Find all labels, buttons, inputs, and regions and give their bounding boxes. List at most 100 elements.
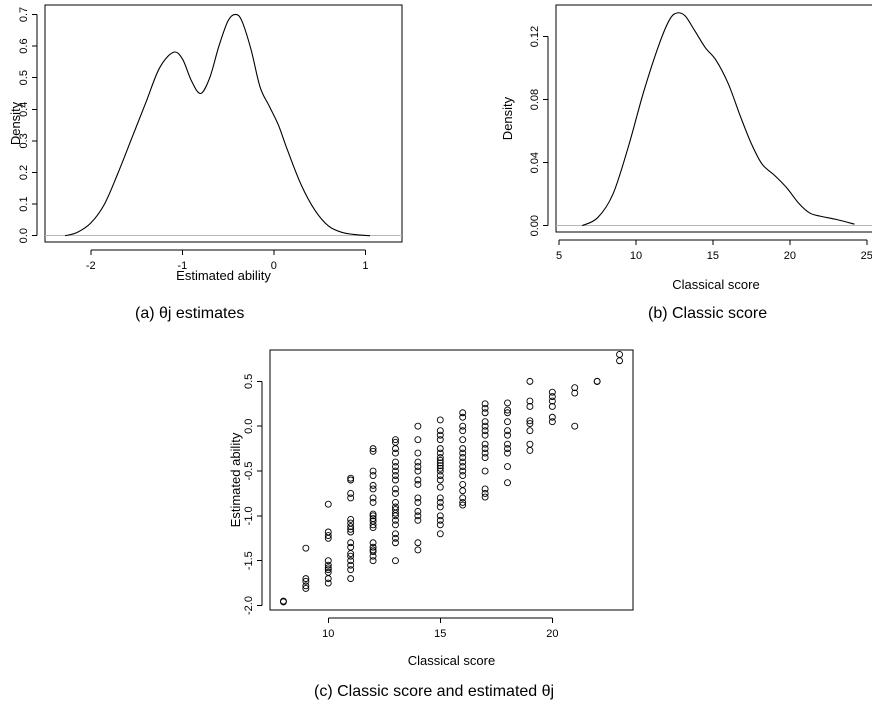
scatter-point <box>347 575 355 583</box>
y-tick-label: 0.3 <box>18 133 30 148</box>
scatter-point <box>369 498 377 506</box>
scatter-point <box>369 539 377 547</box>
scatter-point <box>369 557 377 565</box>
scatter-point <box>436 431 444 439</box>
scatter-point <box>347 557 355 565</box>
scatter-point <box>414 546 422 554</box>
y-axis-title: Density <box>8 101 23 145</box>
scatter-point <box>302 544 310 552</box>
scatter-point <box>481 454 489 462</box>
caption-c: (c) Classic score and estimated θj <box>314 683 555 700</box>
scatter-point <box>392 516 399 524</box>
scatter-point <box>436 467 444 475</box>
scatter-point <box>459 454 467 462</box>
scatter-point <box>481 409 489 417</box>
scatter-point <box>414 449 422 457</box>
scatter-point <box>347 550 355 557</box>
scatter-point <box>504 409 511 417</box>
scatter-point <box>369 543 377 551</box>
scatter-point <box>436 462 444 470</box>
y-tick-label: 0.04 <box>529 152 541 173</box>
y-axis-title: Estimated ability <box>228 432 243 527</box>
scatter-point <box>324 534 332 542</box>
x-tick-label: 0 <box>271 260 277 272</box>
x-tick-label: 1 <box>362 260 368 272</box>
scatter-point <box>571 384 579 392</box>
scatter-point <box>459 445 467 453</box>
scatter-point <box>481 427 489 435</box>
scatter-point <box>459 458 467 466</box>
scatter-point <box>414 467 422 475</box>
scatter-point <box>392 534 399 542</box>
scatter-point <box>481 418 489 426</box>
scatter-point <box>369 552 377 560</box>
scatter-point <box>324 566 332 574</box>
scatter-point <box>504 463 511 471</box>
y-tick-label: -0.5 <box>243 462 255 481</box>
y-tick-label: 0.0 <box>243 419 255 434</box>
scatter-point <box>459 481 467 488</box>
x-tick-label: -1 <box>177 260 187 272</box>
scatter-point <box>481 467 489 475</box>
scatter-point <box>459 449 467 457</box>
scatter-point <box>392 485 399 493</box>
scatter-point <box>504 431 511 439</box>
y-tick-label: 0.00 <box>529 215 541 236</box>
scatter-point <box>504 479 511 487</box>
scatter-point <box>459 472 467 479</box>
scatter-point <box>481 400 489 408</box>
scatter-point <box>369 445 377 453</box>
scatter-point <box>459 494 467 502</box>
scatter-point <box>526 403 534 410</box>
scatter-point <box>504 418 511 426</box>
plot-frame <box>269 349 634 611</box>
scatter-point <box>481 449 489 457</box>
scatter-point <box>369 447 377 455</box>
scatter-point <box>302 575 310 583</box>
scatter-point <box>459 413 467 421</box>
scatter-point <box>414 476 422 484</box>
x-tick-label: 20 <box>546 628 558 640</box>
scatter-point <box>504 449 511 457</box>
x-axis-title: Estimated ability <box>176 268 271 283</box>
scatter-point <box>504 399 511 407</box>
scatter-point <box>436 436 444 444</box>
scatter-point <box>324 579 332 587</box>
scatter-point <box>481 431 489 439</box>
x-tick-label: -2 <box>86 260 96 272</box>
scatter-point <box>414 507 422 515</box>
scatter-point <box>481 440 489 448</box>
scatter-point <box>392 539 399 547</box>
scatter-point <box>392 557 399 565</box>
scatter-point <box>347 515 355 523</box>
scatter-point <box>481 489 489 497</box>
scatter-point <box>392 530 399 538</box>
scatter-point <box>392 521 399 529</box>
scatter-point <box>347 539 355 547</box>
scatter-point <box>414 494 422 502</box>
scatter-point <box>616 357 624 365</box>
scatter-point <box>392 498 399 506</box>
scatter-point <box>436 464 444 472</box>
scatter-point <box>436 427 444 435</box>
scatter-point <box>593 377 601 385</box>
y-tick-label: 0.6 <box>18 38 30 53</box>
scatter-point <box>324 500 332 508</box>
scatter-point <box>526 446 534 454</box>
scatter-point <box>347 476 355 484</box>
scatter-point <box>324 561 332 569</box>
scatter-point <box>526 397 534 405</box>
scatter-point <box>324 532 332 540</box>
scatter-point <box>324 564 332 572</box>
scatter-point <box>526 377 534 385</box>
scatter-point <box>436 530 444 538</box>
scatter-point <box>504 406 511 414</box>
scatter-point <box>414 422 422 430</box>
scatter-point <box>436 483 444 491</box>
scatter-point <box>392 472 399 479</box>
scatter-point <box>347 528 355 536</box>
x-tick-label: 15 <box>707 250 719 262</box>
scatter-point <box>436 416 444 424</box>
density-plot-classical-score: 5 10 15 20 25 0.00 0.04 0.08 0.12 Classical score… <box>500 4 872 292</box>
scatter-point <box>347 543 355 551</box>
